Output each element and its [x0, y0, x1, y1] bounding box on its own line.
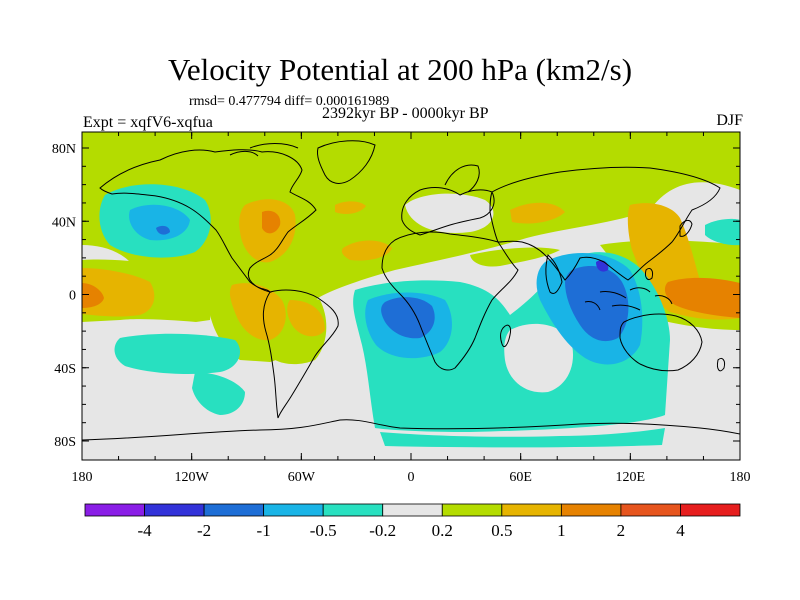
- contour-blue-npac: [156, 225, 170, 235]
- colorbar-label: 2: [617, 521, 626, 540]
- y-axis: 80N 40N 0 40S 80S: [52, 142, 740, 450]
- period-text: 2392kyr BP - 0000kyr BP: [322, 105, 489, 122]
- colorbar-swatch: [501, 503, 562, 517]
- contour-blue-indonesia2: [600, 298, 620, 318]
- colorbar: -4 -2 -1 -0.5 -0.2 0.2 0.5 1 2 4: [84, 503, 741, 540]
- coastline-antarctica: [82, 419, 740, 441]
- colorbar-swatch: [560, 503, 622, 517]
- colorbar-swatch: [263, 503, 324, 517]
- contour-orange-natl: [335, 201, 366, 214]
- coastline-asia: [489, 166, 721, 281]
- contour-grey-epac: [82, 245, 130, 262]
- coastline-europe: [401, 187, 495, 236]
- contour-orange-asia: [510, 202, 565, 224]
- contour-blue-indonesia: [565, 266, 629, 342]
- contour-teal-wpac-small: [705, 218, 740, 246]
- x-axis: 180 120W 60W 0 60E 120E 180: [72, 132, 751, 485]
- y-tick-label: 40S: [54, 362, 76, 377]
- colorbar-label: -4: [137, 521, 152, 540]
- colorbar-swatch: [203, 503, 265, 517]
- coastline-philippines: [645, 267, 653, 281]
- coastline-madagascar: [500, 324, 511, 348]
- contour-orange-atl2: [341, 240, 392, 261]
- season-label: DJF: [716, 112, 743, 129]
- coastlines: [82, 140, 740, 441]
- contour-darkorange-wpac: [664, 277, 740, 318]
- y-tick-label: 0: [69, 289, 76, 304]
- y-tick-label: 40N: [52, 215, 76, 230]
- colorbar-swatch: [144, 503, 205, 517]
- coastline-japan: [679, 219, 693, 237]
- colorbar-swatch: [84, 503, 145, 517]
- y-tick-label: 80S: [54, 435, 76, 450]
- contour-teal-satl-extra: [380, 428, 665, 448]
- colorbar-label: -0.5: [310, 521, 337, 540]
- map-field: [82, 132, 740, 460]
- contour-grey-natl: [405, 193, 494, 233]
- contour-orange-samerica2: [287, 300, 325, 337]
- coastline-greenland: [317, 140, 376, 184]
- map-title: Velocity Potential at 200 hPa (km2/s): [167, 52, 633, 87]
- colorbar-swatch: [441, 503, 503, 517]
- x-tick-label: 60W: [288, 470, 316, 485]
- y-tick-label: 80N: [52, 142, 76, 157]
- colorbar-swatch: [680, 503, 741, 517]
- coastline-south-america: [262, 289, 339, 419]
- contour-darkorange-epac: [82, 283, 104, 308]
- colorbar-label: 0.5: [491, 521, 512, 540]
- x-tick-label: 120E: [616, 470, 646, 485]
- contour-lightblue-npac: [129, 204, 190, 241]
- contour-orange-epac: [82, 268, 155, 317]
- colorbar-label: 1: [557, 521, 566, 540]
- coastline-australia: [619, 313, 703, 372]
- x-tick-label: 60E: [509, 470, 532, 485]
- contour-green-indian: [470, 247, 560, 267]
- coastline-new-zealand: [717, 357, 725, 372]
- colorbar-label: -0.2: [369, 521, 396, 540]
- x-tick-label: 180: [730, 470, 751, 485]
- contour-teal-spac: [114, 333, 240, 374]
- colorbar-swatch: [322, 503, 384, 517]
- coastline-india: [545, 254, 563, 295]
- x-tick-label: 120W: [175, 470, 210, 485]
- coastline-north-america: [99, 149, 317, 293]
- colorbar-swatch: [620, 503, 681, 517]
- coastline-indonesia: [584, 287, 673, 311]
- coastline-africa: [381, 231, 519, 371]
- colorbar-label: -2: [197, 521, 211, 540]
- contour-grey-sindian: [504, 323, 574, 393]
- contour-darkorange-namerica: [262, 210, 281, 234]
- colorbar-label: 4: [676, 521, 685, 540]
- coastline-scandinavia: [444, 164, 480, 193]
- stats-text: rmsd= 0.477794 diff= 0.000161989: [189, 94, 390, 109]
- experiment-label: Expt = xqfV6-xqfua: [83, 114, 213, 131]
- colorbar-swatch: [382, 503, 443, 517]
- colorbar-label: -1: [257, 521, 271, 540]
- contour-teal-spac2: [192, 372, 245, 415]
- x-tick-label: 0: [408, 470, 415, 485]
- coastline-arctic-islands: [229, 143, 299, 157]
- x-tick-label: 180: [72, 470, 93, 485]
- colorbar-label: 0.2: [432, 521, 453, 540]
- contour-orange-samerica: [229, 283, 286, 341]
